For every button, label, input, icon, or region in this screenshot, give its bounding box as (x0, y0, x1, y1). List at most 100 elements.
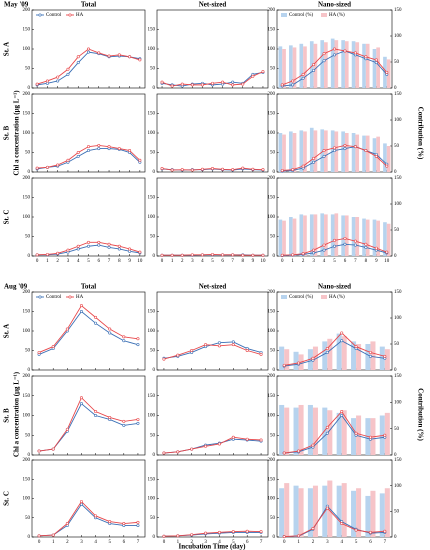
bar (292, 218, 297, 256)
y2-tick-label: 50 (394, 60, 400, 65)
point (117, 147, 121, 151)
point (176, 450, 180, 454)
bar (293, 485, 299, 537)
point (87, 244, 91, 248)
series-line (39, 500, 138, 537)
legend-marker (38, 295, 42, 299)
point (97, 240, 101, 244)
y-tick-label: 150 (268, 310, 276, 315)
point (322, 59, 326, 63)
y-tick-label: 100 (23, 131, 31, 136)
bar (336, 412, 342, 455)
panel-frame (156, 93, 269, 173)
point (340, 522, 344, 526)
point (136, 417, 140, 421)
legend-label: HA (76, 295, 84, 300)
y-tick-label: 50 (25, 516, 31, 521)
point (282, 363, 286, 367)
bar (383, 143, 387, 172)
point (221, 80, 225, 84)
x-tick-label: 7 (231, 259, 234, 264)
point (136, 343, 140, 347)
point (56, 251, 60, 255)
point (136, 337, 140, 341)
point (108, 415, 112, 419)
bar (341, 40, 345, 88)
point (56, 79, 60, 83)
point (312, 68, 316, 72)
point (241, 166, 245, 170)
point (343, 147, 347, 151)
point (291, 253, 295, 257)
bar (298, 404, 304, 455)
bar (351, 418, 357, 455)
point (231, 340, 235, 344)
bar (356, 488, 362, 537)
bar (289, 45, 293, 88)
y-tick-label: 0 (153, 453, 156, 458)
point (301, 252, 305, 256)
point (128, 247, 132, 251)
x-tick-label: 7 (384, 540, 387, 545)
point (364, 149, 368, 153)
x-tick-label: 2 (56, 259, 59, 264)
x-tick-label: 3 (191, 259, 194, 264)
y-tick-label: 100 (23, 329, 31, 334)
point (117, 53, 121, 57)
bar (312, 346, 318, 370)
x-tick-label: 5 (232, 540, 235, 545)
y-axis-label: Chl a concentration (μg L⁻¹) (13, 90, 21, 176)
point (107, 145, 111, 149)
point (200, 167, 204, 171)
bar (336, 485, 342, 537)
panel-title: Total (81, 1, 96, 9)
legend-label: Control (46, 295, 62, 300)
y-tick-label: 0 (273, 453, 276, 458)
series-line (284, 410, 385, 454)
panel-frame (156, 9, 269, 89)
y-tick-label: 100 (268, 414, 276, 419)
bar (313, 130, 318, 172)
point (65, 327, 69, 331)
series-line (284, 340, 385, 367)
bar (362, 43, 366, 88)
point (259, 530, 263, 534)
point (97, 243, 101, 247)
point (325, 506, 329, 510)
x-tick-label: 0 (281, 259, 284, 264)
bar (341, 410, 347, 455)
point (138, 158, 142, 162)
bar (356, 344, 362, 370)
bar (313, 214, 318, 256)
point (259, 438, 263, 442)
point (301, 76, 305, 80)
y-tick-label: 200 (23, 92, 31, 97)
bar (299, 130, 304, 172)
bar (282, 134, 286, 172)
x-tick-label: 5 (108, 540, 111, 545)
point (160, 253, 164, 257)
point (170, 168, 174, 172)
y-tick-label: 100 (148, 47, 156, 52)
point (231, 83, 235, 87)
x-tick-label: 2 (302, 259, 305, 264)
point (138, 250, 142, 254)
point (45, 165, 49, 169)
point (97, 51, 101, 55)
bar (322, 341, 328, 370)
point (297, 534, 301, 538)
panel-frame (31, 93, 146, 173)
point (211, 252, 215, 256)
x-tick-label: 0 (36, 259, 39, 264)
series-line (163, 436, 262, 454)
legend-swatch (281, 13, 287, 17)
block-title: Aug '09 (4, 283, 28, 291)
bar (386, 59, 391, 88)
bar (341, 483, 347, 537)
y-tick-label: 0 (273, 170, 276, 175)
point (311, 443, 315, 447)
x-tick-label: 1 (291, 259, 294, 264)
point (190, 348, 194, 352)
x-tick-label: 6 (344, 259, 347, 264)
point (65, 427, 69, 431)
